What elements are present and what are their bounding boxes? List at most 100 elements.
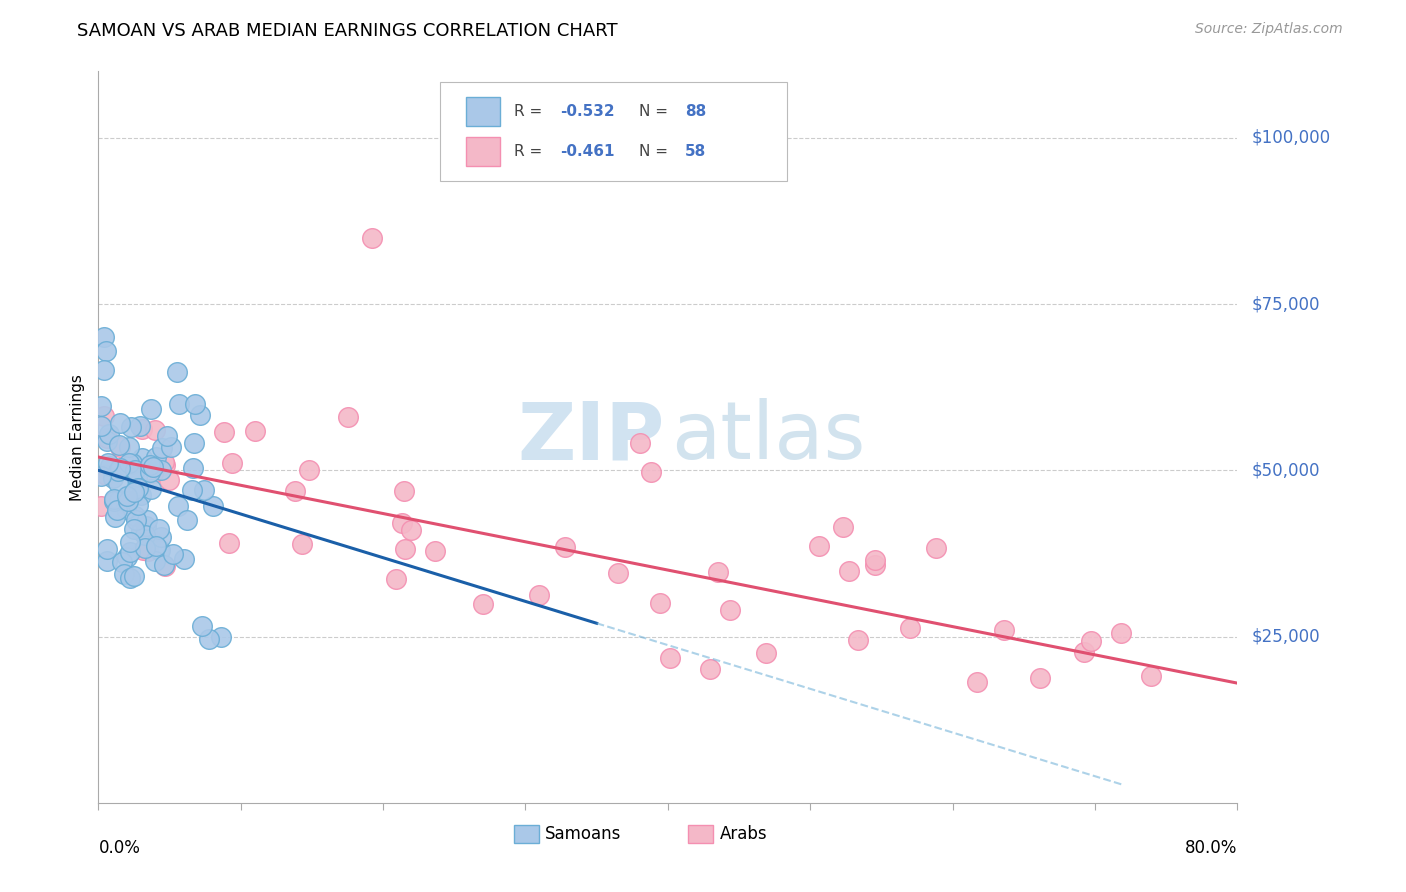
Point [846, 633, 869, 648]
Text: -0.461: -0.461 [560, 145, 614, 160]
Point [125, 513, 148, 527]
Point [98, 426, 121, 441]
Point [120, 571, 142, 585]
Point [291, 537, 314, 551]
Point [96, 541, 118, 556]
Point [134, 541, 156, 555]
Point [138, 544, 160, 558]
Point [153, 455, 176, 469]
Text: R =: R = [515, 145, 547, 160]
Point [96, 431, 118, 445]
Point [127, 470, 149, 484]
Point [284, 483, 307, 498]
Point [127, 481, 149, 495]
Point [218, 536, 240, 550]
FancyBboxPatch shape [515, 825, 538, 843]
FancyBboxPatch shape [689, 825, 713, 843]
Text: $100,000: $100,000 [1251, 128, 1330, 147]
FancyBboxPatch shape [467, 97, 501, 127]
Text: $50,000: $50,000 [1251, 461, 1320, 479]
Point [707, 566, 730, 580]
Point [94, 467, 117, 482]
Point [838, 565, 860, 579]
Point [131, 450, 153, 465]
Point [135, 519, 157, 533]
Point [153, 558, 176, 573]
Point [648, 596, 671, 610]
Point [93, 363, 115, 377]
Point [659, 651, 682, 665]
Point [105, 503, 128, 517]
Text: N =: N = [640, 145, 673, 160]
Point [90, 400, 112, 414]
Point [153, 558, 176, 573]
Point [394, 541, 416, 556]
Point [181, 483, 204, 497]
Point [167, 500, 190, 514]
Point [966, 675, 988, 690]
Point [150, 530, 173, 544]
Point [115, 502, 138, 516]
Point [298, 463, 321, 477]
Point [198, 632, 221, 646]
Point [399, 523, 422, 537]
Point [138, 465, 160, 479]
Point [129, 488, 152, 502]
Point [142, 466, 165, 480]
Point [149, 542, 172, 557]
Point [391, 516, 413, 530]
Point [129, 524, 152, 538]
Point [103, 494, 125, 508]
Point [160, 440, 183, 454]
Point [925, 541, 948, 556]
Point [122, 485, 145, 500]
Point [1028, 671, 1050, 685]
Point [898, 622, 921, 636]
Point [108, 417, 131, 431]
Text: $75,000: $75,000 [1251, 295, 1320, 313]
Point [1080, 634, 1102, 648]
Point [127, 498, 149, 512]
Text: atlas: atlas [671, 398, 866, 476]
Point [107, 465, 129, 479]
Text: SAMOAN VS ARAB MEDIAN EARNINGS CORRELATION CHART: SAMOAN VS ARAB MEDIAN EARNINGS CORRELATI… [77, 22, 619, 40]
Text: N =: N = [640, 104, 673, 120]
Text: ZIP: ZIP [517, 398, 665, 476]
Point [145, 450, 167, 464]
Point [169, 396, 191, 410]
Point [115, 550, 138, 565]
Point [1109, 626, 1132, 640]
Point [124, 508, 146, 523]
Point [111, 555, 134, 569]
Point [90, 469, 112, 483]
Point [122, 522, 145, 536]
Point [607, 566, 630, 580]
Point [114, 497, 136, 511]
Point [94, 343, 117, 358]
Point [124, 463, 146, 477]
Point [209, 630, 232, 644]
Point [392, 483, 415, 498]
Text: 0.0%: 0.0% [98, 839, 141, 857]
Point [212, 425, 235, 439]
Point [993, 624, 1015, 638]
Point [120, 534, 142, 549]
Point [156, 429, 179, 443]
Point [152, 442, 174, 456]
Point [108, 493, 131, 508]
Point [103, 492, 125, 507]
Text: R =: R = [515, 104, 547, 120]
Text: 88: 88 [685, 104, 706, 120]
Point [118, 456, 141, 470]
Text: Source: ZipAtlas.com: Source: ZipAtlas.com [1195, 22, 1343, 37]
Point [628, 435, 651, 450]
Point [139, 483, 162, 497]
Point [193, 483, 215, 498]
Point [139, 458, 162, 472]
Text: 58: 58 [685, 145, 706, 160]
Point [141, 532, 163, 546]
Point [155, 458, 177, 473]
Point [107, 475, 129, 490]
Text: Arabs: Arabs [720, 824, 768, 843]
Point [117, 494, 139, 508]
